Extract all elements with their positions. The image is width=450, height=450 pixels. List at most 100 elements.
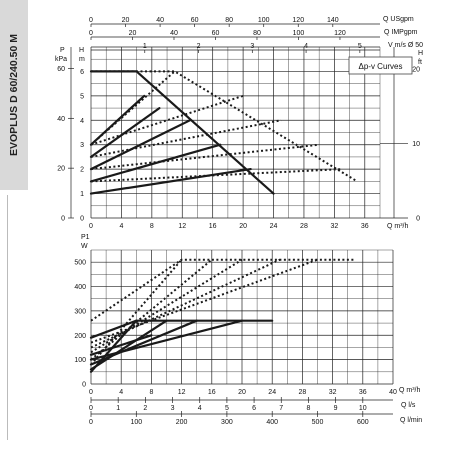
page-divider [7, 195, 8, 440]
lmin-tick: 200 [176, 419, 188, 426]
top-q-tick: 12 [178, 223, 186, 230]
top-q-tick: 16 [209, 223, 217, 230]
p1-label: P1 [81, 234, 90, 241]
hm-tick: 4 [80, 118, 84, 125]
ft-label: ft [418, 59, 422, 66]
h-label-left: H [79, 47, 84, 54]
h-label-right: H [418, 50, 423, 57]
usgpm-tick: 40 [156, 17, 164, 24]
impgpm-tick: 100 [293, 30, 305, 37]
top-plot-grid [90, 46, 381, 219]
usgpm-tick: 60 [191, 17, 199, 24]
bottom-series-8 [90, 258, 213, 361]
ls-tick: 0 [89, 405, 93, 412]
kpa-tick: 40 [57, 116, 65, 123]
top-series-3 [89, 119, 191, 171]
bottom-series-6 [90, 258, 356, 322]
hm-tick: 0 [80, 216, 84, 223]
impgpm-tick: 120 [334, 30, 346, 37]
bottom-q-tick: 24 [268, 389, 276, 396]
bottom-q-tick: 28 [299, 389, 307, 396]
bottom-q-tick: 0 [89, 389, 93, 396]
kpa-label: kPa [55, 56, 67, 63]
top-series-4 [89, 106, 161, 158]
top-series-1 [89, 168, 252, 195]
impgpm-tick: 60 [212, 30, 220, 37]
usgpm-tick: 20 [122, 17, 130, 24]
top-q-tick: 0 [89, 223, 93, 230]
bottom-q-tick: 8 [149, 389, 153, 396]
bottom-q-tick: 40 [389, 389, 397, 396]
w-label: W [81, 243, 88, 250]
top-q-tick: 4 [119, 223, 123, 230]
bottom-plot-grid [90, 249, 394, 385]
w-tick: 100 [74, 357, 86, 364]
w-tick: 300 [74, 308, 86, 315]
w-tick: 500 [74, 260, 86, 267]
top-q-tick: 24 [270, 223, 278, 230]
usgpm-tick: 100 [258, 17, 270, 24]
top-series-11 [90, 70, 176, 146]
bottom-q-tick: 4 [119, 389, 123, 396]
ls-unit: Q l/s [401, 402, 416, 409]
ft-tick: 0 [416, 216, 420, 223]
top-plot-series [89, 70, 358, 195]
bottom-plot-series [89, 258, 356, 373]
bottom-q-unit: Q m³/h [399, 387, 420, 394]
usgpm-tick: 140 [327, 17, 339, 24]
top-q-tick: 20 [239, 223, 247, 230]
bottom-q-tick: 36 [359, 389, 367, 396]
bottom-series-3 [89, 319, 198, 366]
impgpm-unit: Q IMPgpm [384, 29, 418, 36]
bottom-series-0 [89, 319, 138, 339]
hm-tick: 6 [80, 69, 84, 76]
lmin-tick: 300 [221, 419, 233, 426]
velocity-tick: 4 [304, 43, 308, 50]
impgpm-tick: 40 [170, 30, 178, 37]
bottom-series-10 [90, 258, 281, 349]
legend-box [348, 56, 413, 75]
lmin-tick: 400 [266, 419, 278, 426]
ls-tick: 5 [225, 405, 229, 412]
impgpm-tick: 0 [89, 30, 93, 37]
bottom-q-tick: 20 [238, 389, 246, 396]
velocity-unit: V m/s Ø 50 [388, 42, 423, 49]
kpa-tick: 60 [57, 66, 65, 73]
impgpm-tick: 80 [253, 30, 261, 37]
ft-tick: 10 [412, 141, 420, 148]
ls-tick: 9 [334, 405, 338, 412]
top-q-unit: Q m³/h [387, 223, 408, 230]
legend-text: Δp-v Curves [358, 62, 402, 71]
velocity-tick: 3 [250, 43, 254, 50]
product-label-panel: EVOPLUS D 60/240.50 M [0, 0, 28, 190]
ls-tick: 2 [143, 405, 147, 412]
bottom-q-tick: 16 [208, 389, 216, 396]
lmin-unit: Q l/min [400, 417, 422, 424]
bottom-series-5 [89, 334, 153, 356]
hm-tick: 2 [80, 167, 84, 174]
ft-tick: 20 [412, 67, 420, 74]
m-label: m [79, 56, 85, 63]
lmin-tick: 500 [312, 419, 324, 426]
ls-tick: 4 [198, 405, 202, 412]
bottom-series-4 [89, 319, 244, 361]
bottom-q-tick: 32 [329, 389, 337, 396]
velocity-tick: 2 [197, 43, 201, 50]
lmin-tick: 100 [130, 419, 142, 426]
usgpm-tick: 120 [292, 17, 304, 24]
top-q-tick: 36 [361, 223, 369, 230]
ls-tick: 7 [279, 405, 283, 412]
impgpm-tick: 20 [129, 30, 137, 37]
lmin-tick: 0 [89, 419, 93, 426]
kpa-tick: 20 [57, 166, 65, 173]
ls-tick: 3 [171, 405, 175, 412]
p-label: P [60, 47, 65, 54]
bottom-q-tick: 12 [178, 389, 186, 396]
velocity-tick: 1 [143, 43, 147, 50]
hm-tick: 3 [80, 142, 84, 149]
kpa-tick: 0 [61, 216, 65, 223]
ls-tick: 8 [306, 405, 310, 412]
